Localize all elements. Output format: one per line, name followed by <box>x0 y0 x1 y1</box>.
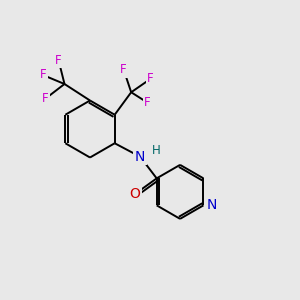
Text: N: N <box>135 150 146 164</box>
Text: F: F <box>42 92 48 106</box>
Text: F: F <box>147 72 154 85</box>
Text: N: N <box>207 198 217 212</box>
Text: H: H <box>152 144 160 157</box>
Text: F: F <box>55 53 62 67</box>
Text: F: F <box>120 63 127 76</box>
Text: O: O <box>130 187 140 201</box>
Text: F: F <box>144 96 151 109</box>
Text: F: F <box>40 68 46 82</box>
